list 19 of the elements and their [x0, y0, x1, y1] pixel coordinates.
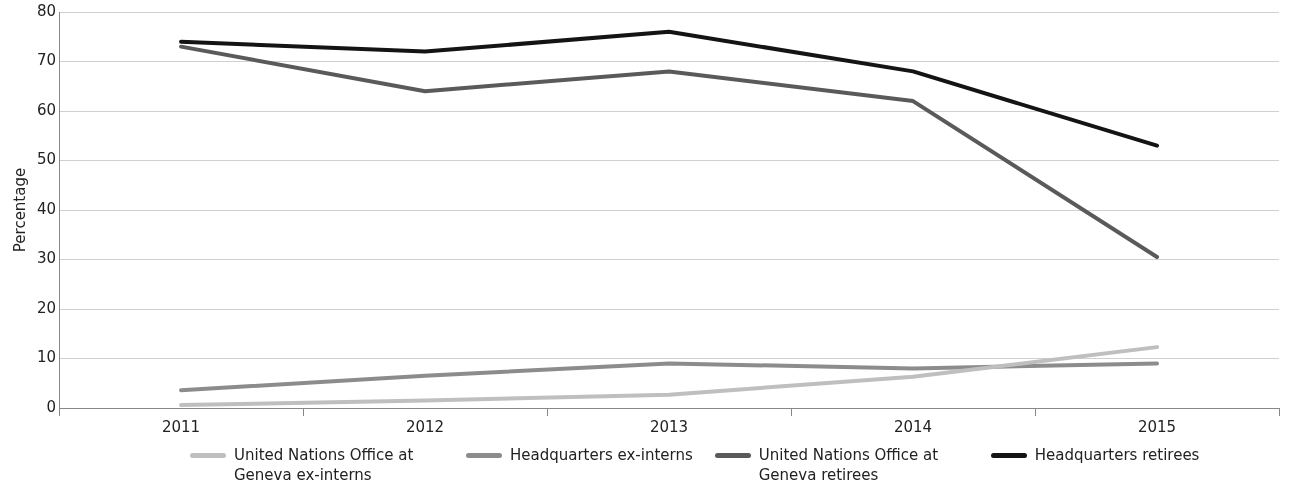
y-tick-label: 10	[36, 348, 57, 367]
x-tick-label: 2011	[161, 417, 201, 436]
y-tick-label: 40	[36, 199, 57, 218]
x-tick-label: 2015	[1137, 417, 1177, 436]
y-tick-label: 20	[36, 298, 57, 317]
legend-label: United Nations Office at Geneva retirees	[758, 445, 940, 485]
legend-label: Headquarters retirees	[1034, 445, 1200, 465]
x-tick-label: 2013	[649, 417, 689, 436]
y-tick-label: 50	[36, 150, 57, 169]
legend-label: United Nations Office at Geneva ex-interns	[234, 445, 415, 485]
y-tick-label: 70	[36, 51, 57, 70]
y-tick-label: 60	[36, 100, 57, 119]
x-tick-label: 2014	[893, 417, 933, 436]
y-tick-label: 0	[46, 397, 57, 416]
y-tick-label: 30	[36, 249, 57, 268]
legend-label: Headquarters ex-interns	[510, 445, 693, 465]
x-tick-label: 2012	[405, 417, 445, 436]
y-tick-label: 80	[36, 1, 57, 20]
y-axis-title: Percentage	[10, 167, 29, 253]
